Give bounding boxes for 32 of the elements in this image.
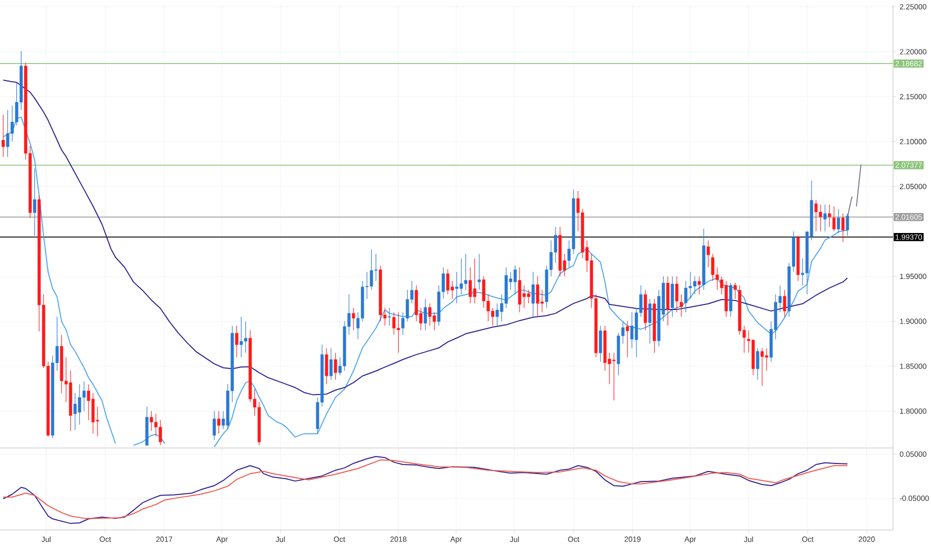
candlestick (675, 276, 678, 313)
candlestick (217, 410, 220, 434)
candlestick (478, 254, 481, 290)
candlestick (706, 240, 710, 268)
candlestick (734, 282, 737, 300)
candlestick (324, 348, 328, 384)
candlestick (846, 213, 850, 236)
candlestick (235, 325, 238, 358)
candlestick (680, 294, 683, 318)
candlestick (388, 308, 391, 326)
candlestick (329, 348, 333, 380)
candlestick (783, 290, 786, 318)
candlestick (352, 308, 356, 331)
candlestick (2, 114, 5, 158)
candlestick (334, 352, 338, 380)
candlestick (82, 381, 86, 412)
candlestick (532, 272, 535, 318)
candlestick (33, 168, 36, 236)
candlestick (598, 325, 602, 362)
candlestick (841, 213, 845, 243)
candlestick (648, 298, 652, 344)
candlestick (756, 348, 760, 380)
candlestick (818, 204, 822, 232)
candlestick (832, 206, 836, 232)
candlestick (698, 276, 701, 295)
candlestick (670, 276, 674, 318)
candlestick (424, 298, 427, 331)
candlestick (836, 208, 840, 234)
candlestick (212, 410, 216, 440)
candlestick (828, 204, 832, 228)
candlestick (823, 204, 827, 232)
candlestick (626, 321, 629, 358)
